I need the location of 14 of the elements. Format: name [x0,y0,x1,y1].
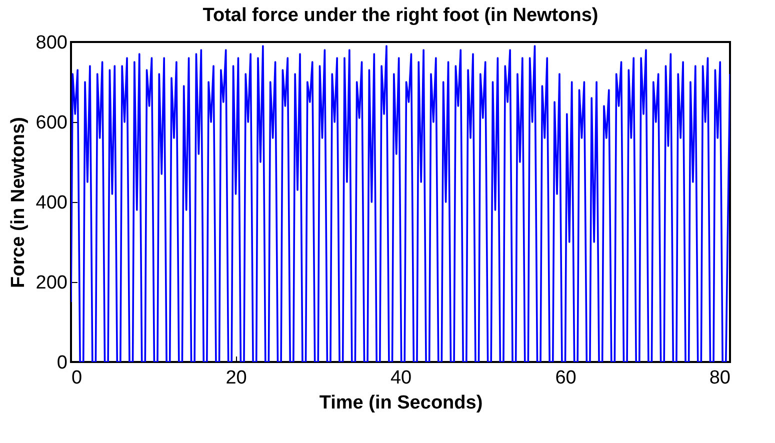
y-tick-label: 0 [56,352,68,374]
line-series [71,45,730,362]
y-tick-label: 800 [36,32,68,54]
x-tick-label: 60 [555,368,576,388]
x-tick-label: 0 [72,368,82,388]
x-tick-label: 80 [709,368,730,388]
y-axis-title: Force (in Newtons) [8,116,29,288]
x-tick-label: 20 [226,368,247,388]
chart-title: Total force under the right foot (in Newtons) [202,5,598,26]
y-tick-label: 600 [36,112,68,134]
x-axis-title: Time (in Seconds) [319,392,483,414]
x-tick-label: 40 [390,368,412,388]
y-tick-label: 400 [36,192,68,214]
y-tick-label: 200 [36,272,68,294]
